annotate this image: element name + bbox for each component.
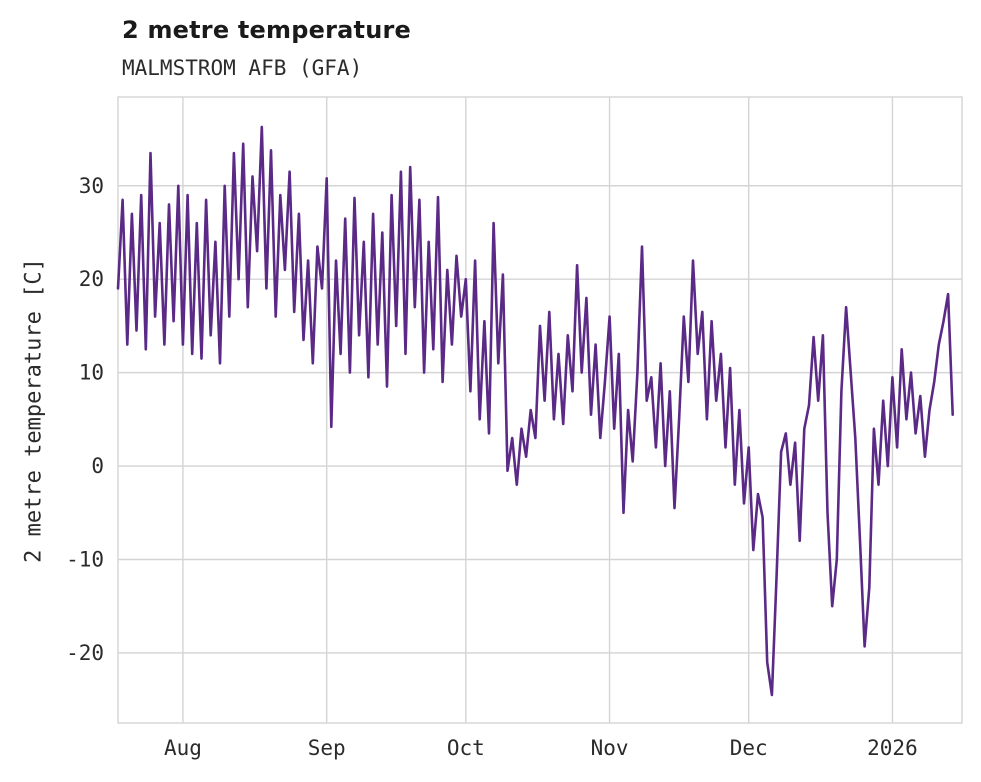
x-tick-label: Dec — [730, 736, 768, 760]
y-tick-label: 20 — [79, 267, 104, 291]
x-tick-label: 2026 — [867, 736, 918, 760]
temperature-series-line — [116, 125, 955, 697]
chart-title: 2 metre temperature — [122, 16, 411, 44]
chart-subtitle: MALMSTROM AFB (GFA) — [122, 56, 363, 80]
y-tick-label: 0 — [91, 454, 104, 478]
plot-frame — [117, 96, 963, 724]
y-tick-label: 30 — [79, 174, 104, 198]
y-tick-label: -20 — [66, 641, 104, 665]
x-tick-label: Sep — [308, 736, 346, 760]
y-tick-label: 10 — [79, 361, 104, 385]
y-axis-label: 2 metre temperature [C] — [21, 258, 47, 563]
x-tick-label: Aug — [164, 736, 202, 760]
x-tick-label: Nov — [591, 736, 629, 760]
x-tick-label: Oct — [447, 736, 485, 760]
y-tick-label: -10 — [66, 547, 104, 571]
